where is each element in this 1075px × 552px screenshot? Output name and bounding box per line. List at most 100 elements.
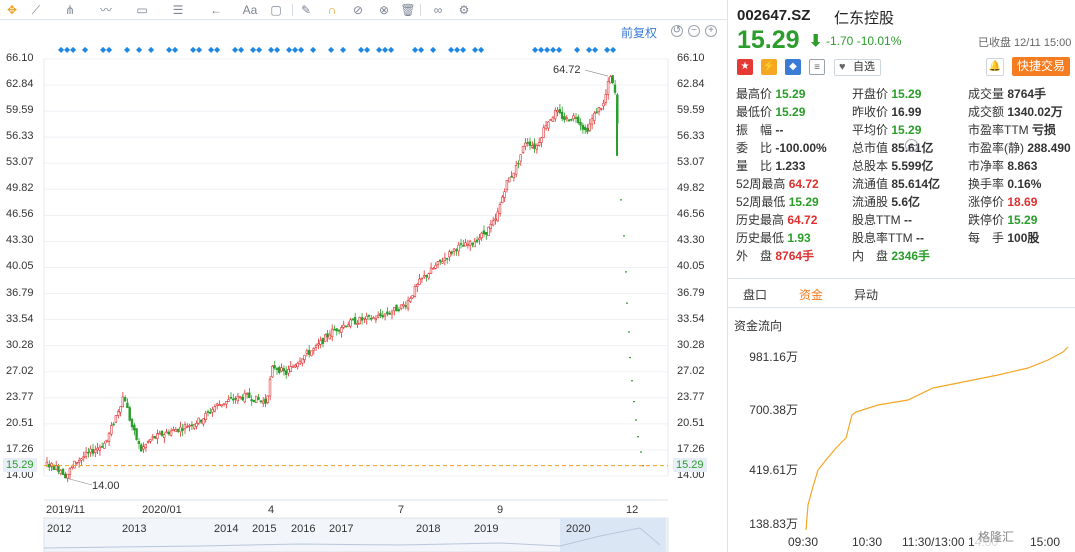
candle[interactable]: [392, 307, 396, 312]
candle[interactable]: [402, 304, 405, 307]
candle[interactable]: [528, 141, 532, 146]
candle[interactable]: [422, 275, 426, 278]
candle[interactable]: [275, 368, 279, 370]
candle[interactable]: [319, 340, 322, 345]
candle[interactable]: [149, 439, 152, 442]
candle[interactable]: [473, 241, 476, 248]
candle[interactable]: [521, 146, 525, 153]
candle[interactable]: [96, 447, 99, 451]
comment-icon[interactable]: ▢: [270, 3, 282, 17]
candle[interactable]: [103, 442, 106, 449]
candle[interactable]: [303, 354, 306, 361]
wave-line-icon[interactable]: 〰: [99, 3, 112, 17]
candle[interactable]: [415, 284, 419, 287]
candle[interactable]: [342, 324, 345, 328]
candle[interactable]: [211, 408, 214, 413]
candle[interactable]: [369, 317, 373, 320]
candle[interactable]: [466, 243, 469, 246]
candle[interactable]: [59, 470, 62, 474]
move-crosshair-icon[interactable]: ✥: [6, 3, 18, 17]
candle[interactable]: [455, 249, 458, 252]
candle[interactable]: [91, 449, 95, 454]
candle[interactable]: [261, 400, 265, 404]
candle[interactable]: [540, 137, 543, 143]
candle[interactable]: [312, 348, 315, 351]
fork-line-icon[interactable]: ⋔: [64, 3, 76, 17]
candle[interactable]: [353, 317, 357, 325]
event-dot[interactable]: ◆: [358, 45, 365, 54]
candle[interactable]: [386, 311, 389, 315]
candle[interactable]: [252, 399, 256, 402]
candle[interactable]: [611, 75, 614, 84]
candle[interactable]: [259, 400, 262, 403]
candle[interactable]: [222, 403, 226, 405]
candle[interactable]: [526, 142, 529, 144]
candle[interactable]: [491, 220, 495, 226]
candle[interactable]: [188, 425, 191, 427]
candle[interactable]: [206, 411, 210, 413]
candle[interactable]: [556, 110, 559, 113]
candle[interactable]: [542, 127, 545, 138]
candle[interactable]: [215, 403, 219, 406]
candle[interactable]: [574, 117, 578, 119]
candle[interactable]: [183, 424, 187, 430]
note-icon[interactable]: ≡: [809, 59, 825, 75]
candle[interactable]: [107, 432, 111, 442]
event-dot[interactable]: ◆: [592, 45, 599, 54]
candle[interactable]: [130, 418, 134, 428]
event-dot[interactable]: ◆: [208, 45, 215, 54]
candle[interactable]: [321, 337, 325, 344]
candle[interactable]: [464, 242, 467, 247]
candle[interactable]: [599, 108, 603, 110]
candle[interactable]: [418, 278, 421, 285]
candle[interactable]: [579, 122, 582, 126]
candle[interactable]: [496, 211, 499, 222]
event-dot[interactable]: ◆: [430, 45, 437, 54]
candle[interactable]: [609, 76, 612, 84]
event-dot[interactable]: ◆: [82, 45, 89, 54]
candle[interactable]: [597, 107, 601, 113]
event-dot[interactable]: ◆: [286, 45, 293, 54]
candle[interactable]: [413, 286, 417, 297]
candle[interactable]: [289, 366, 292, 372]
candle[interactable]: [119, 406, 122, 413]
candle[interactable]: [363, 317, 366, 320]
candle[interactable]: [156, 433, 159, 440]
candle[interactable]: [484, 231, 488, 235]
event-dot[interactable]: ◆: [196, 45, 203, 54]
candle[interactable]: [411, 295, 414, 299]
candle[interactable]: [448, 251, 451, 258]
candle[interactable]: [229, 396, 233, 399]
candle[interactable]: [257, 397, 260, 400]
candle[interactable]: [87, 451, 90, 454]
event-dot[interactable]: ◆: [100, 45, 107, 54]
candle[interactable]: [277, 367, 281, 373]
candle[interactable]: [457, 244, 460, 252]
event-dot[interactable]: ◆: [172, 45, 179, 54]
event-dot[interactable]: ◆: [454, 45, 461, 54]
candle[interactable]: [117, 411, 120, 416]
candle[interactable]: [186, 426, 189, 428]
candle[interactable]: [181, 428, 184, 431]
event-dot[interactable]: ◆: [292, 45, 299, 54]
event-dot[interactable]: ◆: [70, 45, 77, 54]
candle[interactable]: [537, 142, 541, 146]
candle[interactable]: [268, 378, 272, 397]
candle[interactable]: [586, 128, 589, 133]
candle[interactable]: [271, 365, 274, 378]
candle[interactable]: [512, 172, 516, 178]
candle[interactable]: [390, 311, 394, 315]
candle[interactable]: [602, 102, 605, 107]
candle[interactable]: [209, 412, 212, 414]
event-dot[interactable]: ◆: [166, 45, 173, 54]
event-dot[interactable]: ◆: [298, 45, 305, 54]
candle[interactable]: [282, 368, 285, 372]
candle[interactable]: [236, 395, 239, 402]
event-dot[interactable]: ◆: [364, 45, 371, 54]
candle[interactable]: [89, 448, 92, 453]
event-dot[interactable]: ◆: [148, 45, 155, 54]
add-watchlist-button[interactable]: ♥ 自选: [834, 59, 881, 76]
candle[interactable]: [588, 123, 591, 131]
candle[interactable]: [503, 191, 506, 198]
candle[interactable]: [517, 162, 520, 165]
